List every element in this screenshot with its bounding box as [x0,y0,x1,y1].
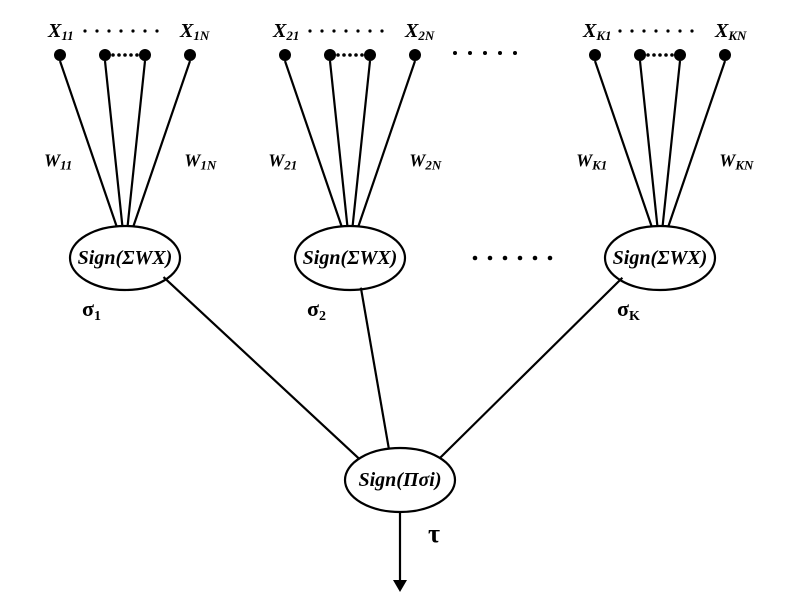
weight-label-left-3: WK1 [576,151,607,173]
input-label-right-2: X2N [404,20,435,43]
hidden-unit-label-3: Sign(ΣWX) [613,247,708,269]
input-label-right-3: XKN [714,20,747,43]
input-label-right-1: X1N [179,20,210,43]
weight-label-right-2: W2N [409,151,442,173]
network-diagram: X11 X1N W11 W1N Sign(ΣWX) σ1 X21 X2N W21 W2N Sign(… [0,0,800,607]
output-arrowhead [393,580,407,592]
output-unit-label: Sign(Πσi) [358,469,441,491]
hidden-unit-label-2: Sign(ΣWX) [303,247,398,269]
tau-label: τ [428,519,440,548]
input-label-left-2: X21 [272,20,299,43]
weight-label-left-1: W11 [44,151,72,173]
input-label-left-1: X11 [47,20,74,43]
input-label-left-3: XK1 [582,20,612,43]
weight-label-right-1: W1N [184,151,217,173]
weight-label-left-2: W21 [268,151,297,173]
sigma-label-3: σK [617,296,640,324]
sigma-label-2: σ2 [307,296,326,324]
sigma-label-1: σ1 [82,296,101,324]
hidden-unit-label-1: Sign(ΣWX) [78,247,173,269]
weight-label-right-3: WKN [719,151,754,173]
